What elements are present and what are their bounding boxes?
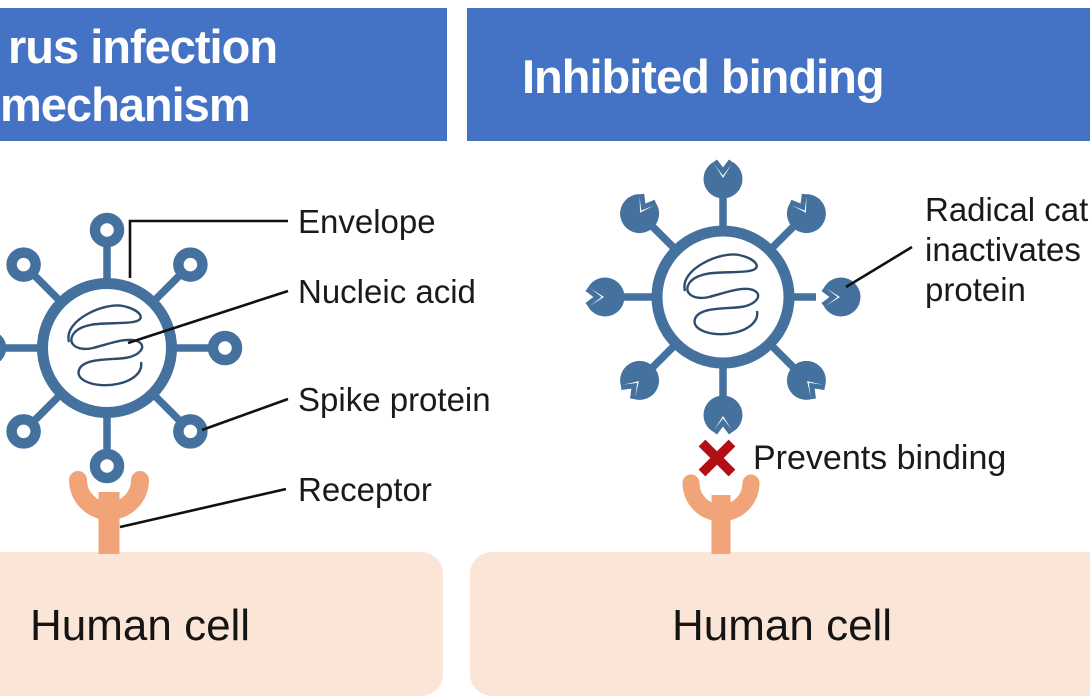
human-cell-label-right: Human cell xyxy=(672,601,893,650)
envelope-pointer-line xyxy=(128,219,288,278)
human-cell-box-right xyxy=(470,552,1090,696)
human-cell-label-left: Human cell xyxy=(30,601,251,650)
prevents-binding-label: Prevents binding xyxy=(753,439,1007,477)
envelope-ring-left xyxy=(37,278,177,418)
virus-left-icon xyxy=(0,212,243,484)
spike-protein-tips-left xyxy=(0,212,243,484)
left-title-line2: mechanism xyxy=(0,78,251,131)
pointer-lines-left xyxy=(119,219,289,529)
nucleic-acid-label: Nucleic acid xyxy=(298,273,476,310)
radical-callout-line1: Radical cat xyxy=(925,191,1089,228)
nucleic-acid-pointer-line xyxy=(127,289,289,345)
radical-callout: Radical cat inactivates protein xyxy=(925,190,1088,310)
right-title: Inhibited binding xyxy=(522,50,885,103)
human-cell-box-left xyxy=(0,552,443,696)
receptor-pointer-line xyxy=(119,487,287,529)
nucleic-acid-squiggle-left xyxy=(67,304,144,387)
radical-callout-line3: protein xyxy=(925,271,1026,308)
spike-protein-label: Spike protein xyxy=(298,381,491,418)
envelope-ring-right xyxy=(651,225,795,369)
radical-callout-line2: inactivates xyxy=(925,231,1081,268)
nucleic-acid-squiggle-right xyxy=(683,253,760,336)
receptor-left-icon xyxy=(69,471,149,554)
prevents-binding-cross-icon xyxy=(698,439,736,477)
radical-pointer-line xyxy=(845,245,913,289)
receptor-right-icon xyxy=(682,474,760,554)
left-title-line1: rus infection xyxy=(8,20,278,73)
left-title-box: rus infection mechanism xyxy=(0,8,447,141)
envelope-label: Envelope xyxy=(298,203,436,240)
receptor-label: Receptor xyxy=(298,471,432,508)
virus-right-icon xyxy=(580,154,861,440)
spike-protein-pointer-line xyxy=(201,397,289,432)
right-title-box: Inhibited binding xyxy=(467,8,1090,141)
